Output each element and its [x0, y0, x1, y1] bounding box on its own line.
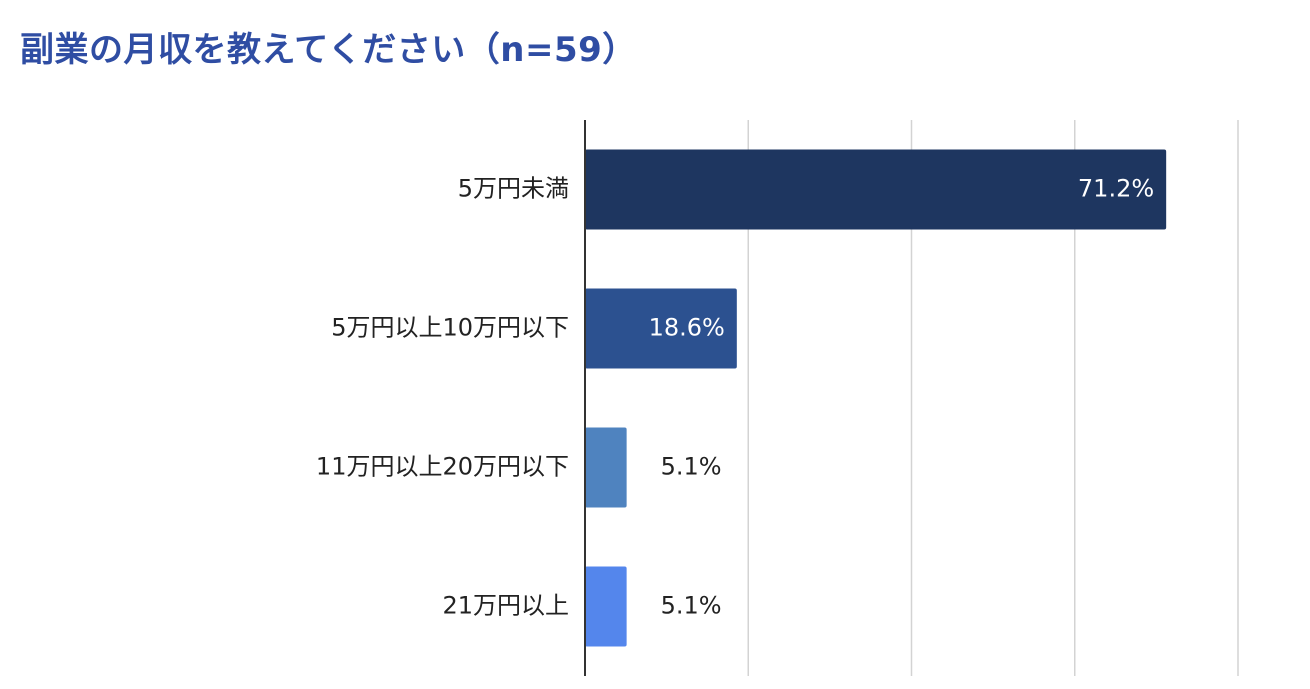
- bar: [585, 566, 627, 647]
- chart-title: 副業の月収を教えてください（n=59）: [20, 30, 637, 70]
- bar: [585, 288, 737, 369]
- labels: 5万円未満 71.2% 5万円以上10万円以下 18.6% 11万円以上20万円以下 5.…: [316, 175, 1154, 620]
- data-label: 18.6%: [649, 314, 725, 342]
- category-label: 5万円以上10万円以下: [331, 314, 569, 342]
- data-label: 5.1%: [661, 592, 722, 620]
- data-label: 5.1%: [661, 453, 722, 481]
- bar: [585, 149, 1167, 230]
- data-label: 71.2%: [1078, 175, 1154, 203]
- category-label: 5万円未満: [458, 175, 569, 203]
- category-label: 21万円以上: [442, 592, 569, 620]
- category-label: 11万円以上20万円以下: [316, 453, 569, 481]
- bar: [585, 427, 627, 508]
- bars: [585, 149, 1167, 647]
